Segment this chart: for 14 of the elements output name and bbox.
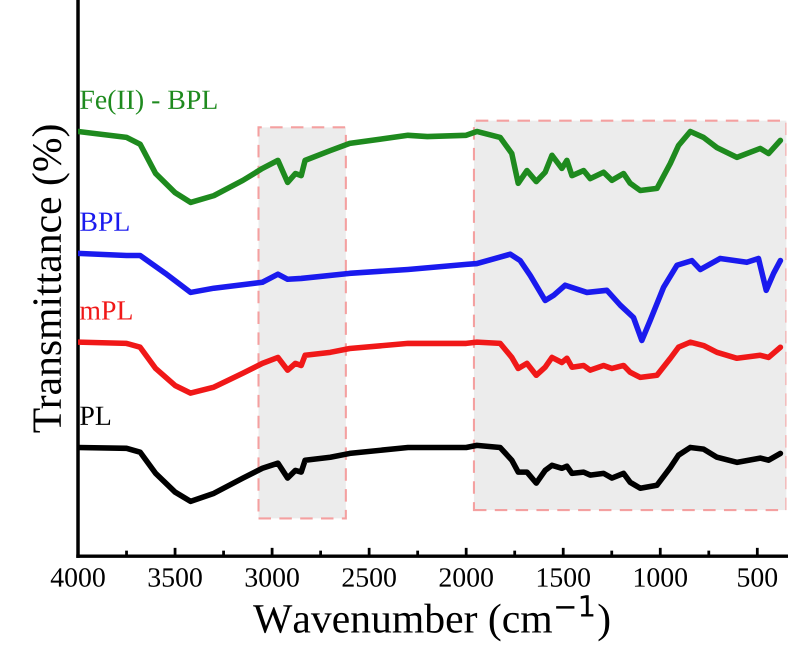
series-label: mPL: [80, 301, 132, 320]
series-label: BPL: [80, 212, 129, 231]
x-tick-label: 500: [738, 568, 778, 587]
x-tick-label: 3000: [246, 568, 299, 587]
x-axis-title: Wavenumber (cm$^{−1}$): [253, 595, 610, 642]
x-tick-label: 3500: [148, 568, 202, 587]
y-axis-title: Transmittance (%): [32, 125, 70, 433]
x-tick-label: 1000: [634, 568, 687, 587]
series-label: Fe(II) - BPL: [80, 90, 217, 115]
x-tick-label: 4000: [50, 568, 105, 587]
x-tick-label: 2000: [440, 568, 493, 587]
series-label: PL: [80, 406, 110, 425]
x-tick-label: 2500: [342, 568, 396, 587]
x-tick-label: 1500: [538, 568, 590, 587]
